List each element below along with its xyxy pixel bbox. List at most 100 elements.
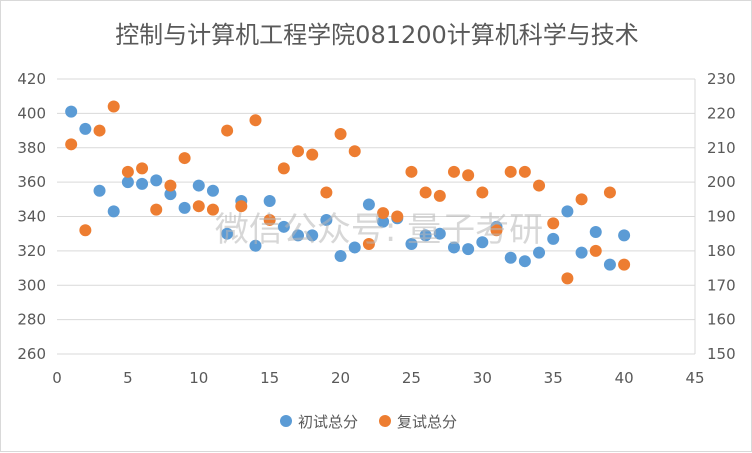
legend-label-initial: 初试总分: [298, 413, 358, 431]
retest-score-point: [292, 145, 305, 158]
retest-score-point: [518, 165, 531, 178]
legend-marker-initial: [280, 415, 292, 427]
right-axis-tick-label: 230: [707, 70, 736, 88]
retest-score-point: [221, 124, 234, 137]
initial-score-point: [476, 236, 489, 249]
retest-score-point: [405, 165, 418, 178]
retest-score-point: [235, 200, 248, 213]
x-axis-tick-label: 10: [189, 369, 208, 387]
retest-score-point: [561, 272, 574, 285]
retest-score-point: [306, 148, 319, 161]
right-axis-tick-label: 220: [707, 104, 736, 122]
initial-score-point: [603, 258, 616, 271]
initial-score-point: [362, 198, 375, 211]
x-axis-tick-label: 45: [685, 369, 704, 387]
initial-score-point: [348, 241, 361, 254]
right-axis-tick-label: 200: [707, 173, 736, 191]
retest-score-point: [263, 213, 276, 226]
retest-score-point: [121, 165, 134, 178]
initial-score-point: [377, 215, 390, 228]
retest-score-point: [320, 186, 333, 199]
initial-score-point: [589, 225, 602, 238]
initial-score-point: [320, 213, 333, 226]
retest-score-point: [547, 217, 560, 230]
initial-score-point: [447, 241, 460, 254]
initial-score-point: [150, 174, 163, 187]
retest-score-point: [249, 114, 262, 127]
retest-score-point: [192, 200, 205, 213]
retest-score-point: [334, 128, 347, 140]
initial-score-point: [164, 188, 177, 201]
data-points: [65, 100, 631, 285]
initial-score-point: [121, 176, 134, 189]
x-axis-tick-label: 0: [52, 369, 62, 387]
retest-score-point: [575, 193, 588, 206]
initial-score-point: [462, 243, 475, 256]
right-axis-tick-label: 180: [707, 242, 736, 260]
right-axis-tick-label: 210: [707, 139, 736, 157]
retest-score-point: [433, 189, 446, 202]
right-axis-tick-label: 160: [707, 311, 736, 329]
initial-score-point: [178, 201, 191, 214]
initial-score-point: [518, 255, 531, 268]
retest-score-point: [419, 186, 432, 199]
right-axis-tick-label: 170: [707, 276, 736, 294]
left-axis-tick-label: 260: [17, 345, 46, 363]
retest-score-point: [178, 152, 191, 165]
left-axis-tick-label: 340: [17, 208, 46, 226]
retest-score-point: [136, 162, 149, 175]
retest-score-point: [377, 207, 390, 220]
legend-label-retest: 复试总分: [397, 413, 457, 431]
retest-score-point: [206, 203, 219, 216]
left-axis-tick-label: 380: [17, 139, 46, 157]
x-axis-tick-label: 30: [473, 369, 492, 387]
x-axis-tick-label: 15: [260, 369, 279, 387]
left-axis-tick-label: 420: [17, 70, 46, 88]
left-axis-tick-label: 300: [17, 276, 46, 294]
x-axis-tick-label: 40: [615, 369, 634, 387]
retest-score-point: [150, 203, 163, 216]
initial-score-point: [433, 227, 446, 240]
retest-score-point: [603, 186, 616, 199]
retest-score-point: [476, 186, 489, 199]
retest-score-point: [65, 138, 78, 151]
watermark-text: 微信公众号: 量子考研: [215, 210, 543, 250]
retest-score-point: [589, 244, 602, 257]
initial-score-point: [249, 239, 262, 252]
initial-score-point: [533, 246, 546, 259]
left-axis-ticks: 260 280 300 320 340 360 380 400 420: [17, 70, 46, 363]
left-axis-tick-label: 400: [17, 104, 46, 122]
retest-score-point: [490, 224, 503, 237]
initial-score-point: [136, 177, 149, 190]
initial-score-point: [206, 184, 219, 197]
right-axis-ticks: 150 160 170 180 190 200 210 220 230: [707, 70, 736, 363]
left-axis-tick-label: 320: [17, 242, 46, 260]
initial-score-point: [221, 227, 234, 240]
retest-score-point: [533, 179, 546, 192]
retest-score-point: [447, 165, 460, 178]
retest-score-point: [391, 210, 404, 223]
initial-score-point: [504, 251, 517, 264]
retest-score-point: [362, 238, 375, 250]
retest-score-point: [93, 124, 106, 137]
retest-score-point: [462, 169, 475, 182]
initial-score-point: [93, 184, 106, 197]
retest-score-point: [164, 179, 177, 192]
retest-score-point: [79, 224, 92, 237]
right-axis-tick-label: 190: [707, 208, 736, 226]
gridlines: [57, 78, 696, 355]
initial-score-point: [334, 250, 347, 263]
x-axis-ticks: 0 5 10 15 20 25 30 35 40 45: [52, 369, 704, 387]
retest-score-point: [504, 165, 517, 178]
x-axis-tick-label: 35: [544, 369, 563, 387]
x-axis-tick-label: 20: [331, 369, 350, 387]
initial-score-point: [277, 220, 290, 233]
retest-score-point: [277, 162, 290, 175]
initial-score-point: [65, 105, 78, 118]
left-axis-tick-label: 360: [17, 173, 46, 191]
initial-score-point: [547, 232, 560, 245]
initial-score-point: [419, 229, 432, 242]
initial-score-point: [192, 179, 205, 192]
